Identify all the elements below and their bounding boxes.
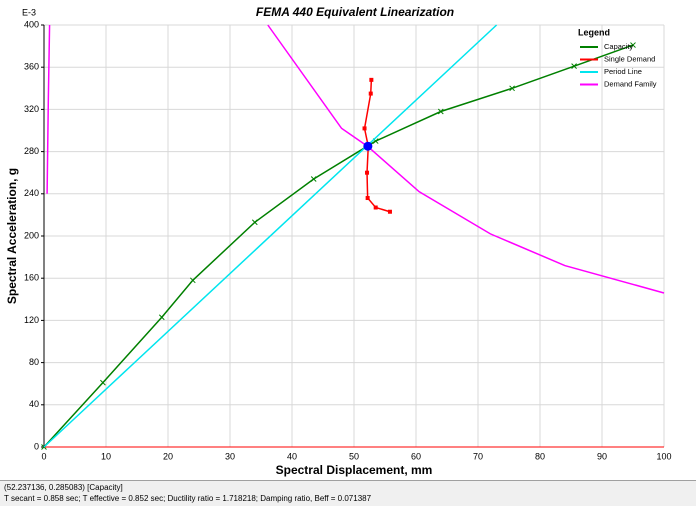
marker bbox=[158, 314, 165, 321]
marker bbox=[630, 42, 636, 48]
x-tick-label: 90 bbox=[597, 451, 607, 461]
x-tick-label: 20 bbox=[163, 451, 173, 461]
legend-label: Capacity bbox=[604, 42, 633, 51]
y-tick-label: 120 bbox=[24, 315, 39, 325]
legend-title: Legend bbox=[578, 27, 610, 37]
y-tick-label: 0 bbox=[34, 441, 39, 451]
series-line bbox=[46, 24, 665, 294]
x-tick-label: 70 bbox=[473, 451, 483, 461]
legend-label: Period Line bbox=[604, 67, 642, 76]
status-bar bbox=[0, 480, 696, 506]
y-tick-label: 240 bbox=[24, 188, 39, 198]
y-tick-label: 360 bbox=[24, 62, 39, 72]
y-tick-label: 160 bbox=[24, 273, 39, 283]
y-tick-label: 280 bbox=[24, 146, 39, 156]
chart-title: FEMA 440 Equivalent Linearization bbox=[256, 5, 454, 19]
y-tick-label: 320 bbox=[24, 104, 39, 114]
marker bbox=[437, 108, 444, 115]
status-text: (52.237136, 0.285083) [Capacity] bbox=[4, 483, 123, 492]
x-tick-label: 60 bbox=[411, 451, 421, 461]
x-tick-label: 40 bbox=[287, 451, 297, 461]
y-axis-label: Spectral Acceleration, g bbox=[5, 168, 19, 304]
performance-point bbox=[363, 141, 373, 151]
x-tick-label: 80 bbox=[535, 451, 545, 461]
marker bbox=[509, 85, 515, 92]
marker bbox=[189, 277, 196, 284]
x-axis-label: Spectral Displacement, mm bbox=[276, 463, 433, 477]
y-scale-label: E-3 bbox=[22, 7, 36, 17]
marker bbox=[310, 176, 317, 182]
marker bbox=[100, 379, 106, 386]
marker bbox=[571, 63, 577, 69]
x-tick-label: 0 bbox=[41, 451, 46, 461]
series-line bbox=[43, 24, 498, 448]
marker bbox=[362, 126, 367, 131]
marker bbox=[373, 205, 378, 210]
legend-label: Demand Family bbox=[604, 79, 657, 88]
x-tick-label: 10 bbox=[101, 451, 111, 461]
x-tick-label: 50 bbox=[349, 451, 359, 461]
y-tick-label: 200 bbox=[24, 230, 39, 240]
marker bbox=[365, 196, 370, 201]
marker bbox=[368, 91, 373, 96]
status-text: T secant = 0.858 sec; T effective = 0.85… bbox=[4, 494, 372, 503]
marker bbox=[365, 170, 370, 175]
marker bbox=[251, 219, 258, 226]
y-tick-label: 400 bbox=[24, 19, 39, 29]
marker bbox=[387, 209, 392, 214]
x-tick-label: 30 bbox=[225, 451, 235, 461]
marker bbox=[369, 77, 374, 82]
y-tick-label: 40 bbox=[29, 399, 39, 409]
x-tick-label: 100 bbox=[656, 451, 671, 461]
legend-label: Single Demand bbox=[604, 54, 655, 63]
y-tick-label: 80 bbox=[29, 357, 39, 367]
